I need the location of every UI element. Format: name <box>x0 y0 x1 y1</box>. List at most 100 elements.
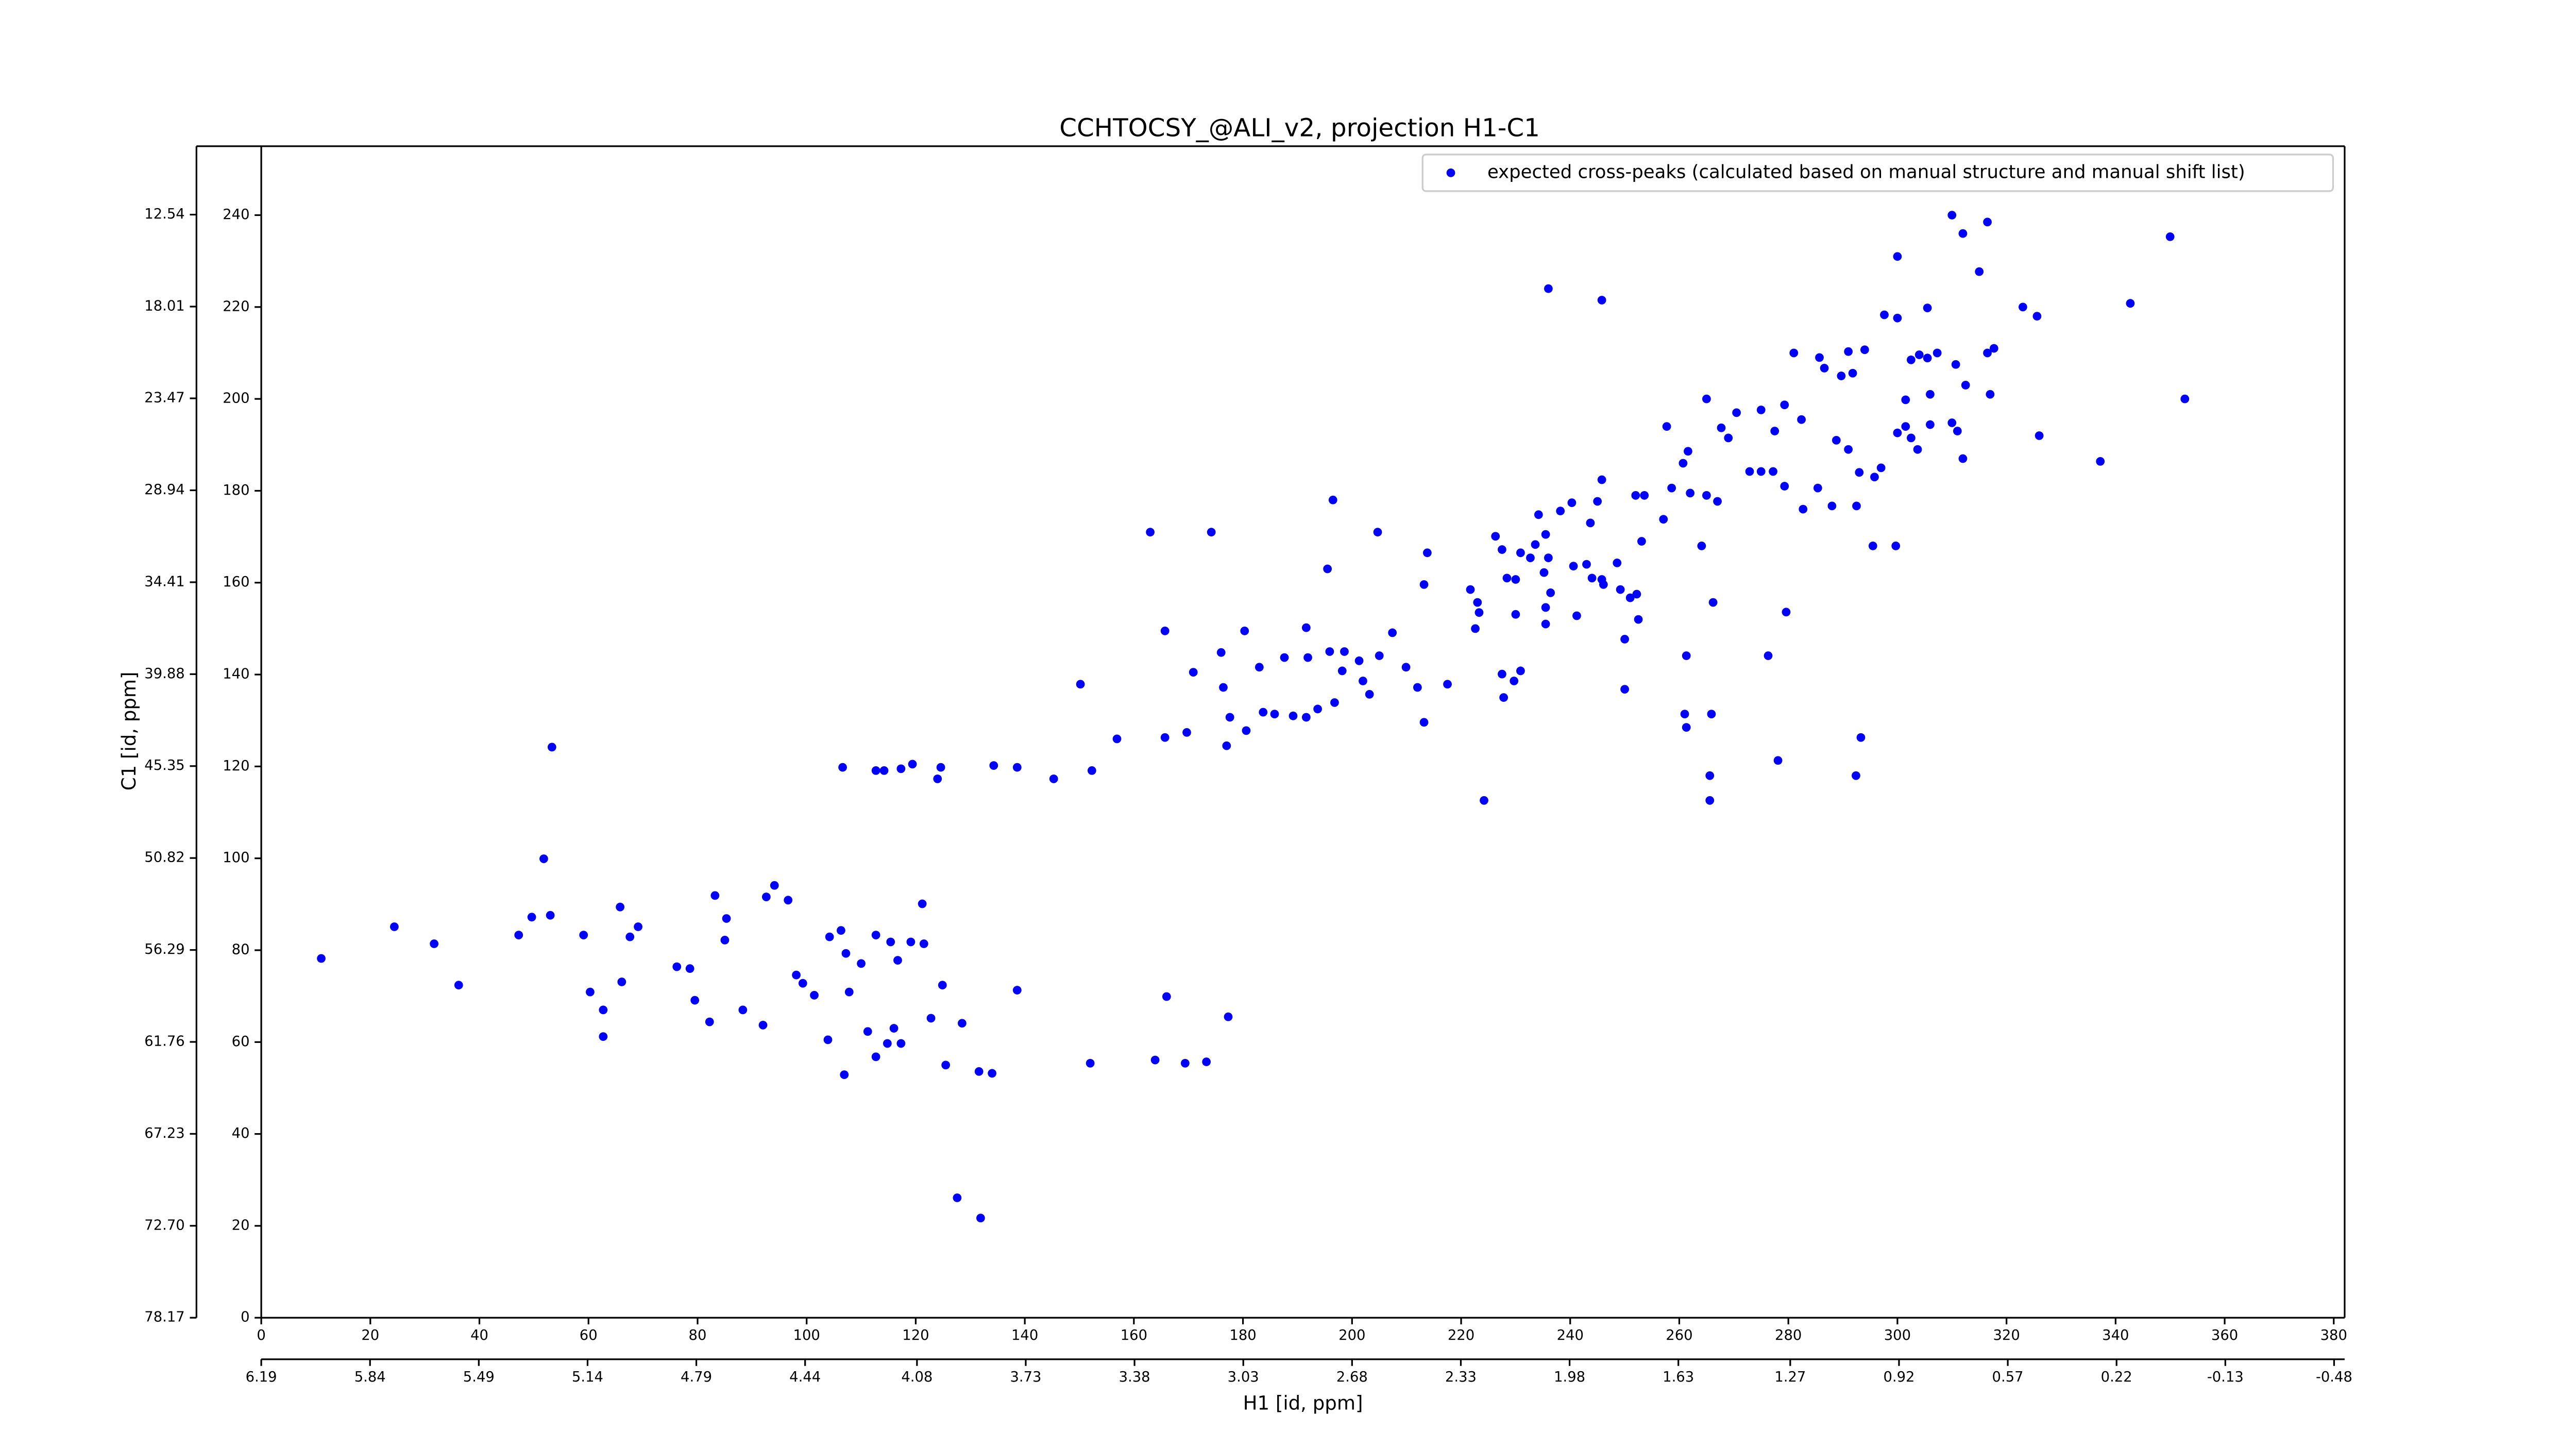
cross-peak <box>539 854 548 863</box>
cross-peak <box>1745 467 1754 476</box>
x-tick-label: 220 <box>1448 1327 1475 1343</box>
cross-peak <box>863 1027 872 1036</box>
cross-peak <box>1340 647 1349 656</box>
cross-peak <box>1443 680 1452 689</box>
cross-peak <box>514 931 523 939</box>
cross-peak <box>1375 651 1384 660</box>
cross-peak <box>1852 501 1861 511</box>
cross-peak <box>2035 431 2044 440</box>
x2-tick-label: 5.49 <box>463 1369 495 1385</box>
cross-peak <box>1724 433 1733 443</box>
cross-peak <box>2032 312 2042 321</box>
cross-peak <box>938 981 947 990</box>
cross-peak <box>1337 666 1347 676</box>
cross-peak <box>1983 348 1992 358</box>
cross-peak <box>672 962 682 971</box>
cross-peak <box>989 761 998 770</box>
cross-peak <box>1813 483 1822 493</box>
x2-tick-label: 2.68 <box>1336 1369 1368 1385</box>
cross-peak <box>1620 685 1629 694</box>
cross-peak <box>2165 232 2175 241</box>
cross-peak <box>1702 394 1711 403</box>
cross-peak <box>1782 608 1791 617</box>
cross-peak <box>1923 304 1932 312</box>
cross-peak <box>1848 368 1857 378</box>
x2-tick-label: 3.38 <box>1119 1369 1150 1385</box>
cross-peak <box>1901 395 1910 405</box>
y-tick-label: 180 <box>223 482 249 498</box>
cross-peak <box>1516 666 1525 676</box>
y-tick-label: 20 <box>232 1217 250 1233</box>
cross-peak <box>1620 635 1629 644</box>
cross-peak <box>810 990 819 1000</box>
cross-peak <box>1359 677 1367 685</box>
cross-peak <box>1225 713 1234 722</box>
y-tick-label: 40 <box>232 1125 250 1141</box>
cross-peak <box>1328 495 1337 504</box>
cross-peak <box>1471 624 1480 633</box>
cross-peak <box>1556 507 1565 516</box>
cross-peak <box>871 766 880 775</box>
cross-peak <box>2096 457 2105 466</box>
cross-peak <box>941 1060 951 1070</box>
x2-tick-label: 3.03 <box>1228 1369 1259 1385</box>
cross-peak <box>1593 497 1602 506</box>
x-tick-label: 380 <box>2320 1327 2347 1343</box>
cross-peak <box>958 1019 967 1028</box>
cross-peak <box>1662 422 1671 431</box>
cross-peak <box>1473 598 1482 607</box>
x2-tick-label: 5.14 <box>572 1369 603 1385</box>
cross-peak <box>527 913 536 922</box>
cross-peak <box>1951 360 1960 369</box>
cross-peak <box>825 932 834 941</box>
x-tick-label: 200 <box>1338 1327 1365 1343</box>
cross-peak <box>685 964 694 973</box>
cross-peak <box>1856 733 1866 742</box>
cross-peak <box>1717 423 1726 432</box>
cross-peak <box>1087 766 1096 775</box>
cross-peak <box>1634 615 1643 624</box>
y-tick-label: 80 <box>232 941 250 957</box>
y-tick-label: 100 <box>223 850 249 866</box>
cross-peak <box>1901 422 1910 431</box>
cross-peak <box>1667 483 1676 493</box>
cross-peak <box>1764 651 1773 660</box>
cross-peak <box>1419 718 1429 727</box>
cross-peak <box>1820 364 1829 373</box>
cross-peak <box>770 881 779 890</box>
cross-peak <box>1975 267 1984 276</box>
cross-peak <box>1989 344 1998 353</box>
cross-peak <box>1541 619 1550 629</box>
cross-peak <box>893 956 902 965</box>
cross-peak <box>1567 498 1577 508</box>
cross-peak <box>1789 348 1799 358</box>
cross-peak <box>1637 537 1646 546</box>
cross-peak <box>1844 347 1853 356</box>
cross-peak <box>976 1214 985 1223</box>
y2-tick-label: 23.47 <box>144 390 184 406</box>
cross-peak <box>1354 656 1364 665</box>
cross-peak <box>1961 381 1970 390</box>
y-tick-label: 120 <box>223 758 249 774</box>
cross-peak <box>1491 532 1500 541</box>
cross-peak <box>953 1193 962 1202</box>
cross-peak <box>1388 628 1397 637</box>
cross-peak <box>625 932 635 941</box>
x-axis-label: H1 [id, ppm] <box>1243 1392 1363 1414</box>
y2-tick-label: 18.01 <box>144 298 184 314</box>
cross-peak <box>974 1067 984 1076</box>
cross-peak <box>1597 296 1606 305</box>
x-tick-label: 180 <box>1229 1327 1256 1343</box>
cross-peak <box>1837 372 1846 380</box>
x-tick-label: 100 <box>793 1327 820 1343</box>
x2-tick-label: 0.92 <box>1883 1369 1914 1385</box>
cross-peak <box>988 1069 997 1078</box>
cross-peak <box>1705 796 1715 805</box>
y-axis-label: C1 [id, ppm] <box>118 671 140 790</box>
cross-peak <box>857 959 866 968</box>
cross-peak <box>1680 710 1689 719</box>
x-tick-label: 120 <box>902 1327 929 1343</box>
cross-peak <box>1893 313 1902 323</box>
cross-peak <box>1541 530 1550 539</box>
y-tick-label: 160 <box>223 574 249 590</box>
